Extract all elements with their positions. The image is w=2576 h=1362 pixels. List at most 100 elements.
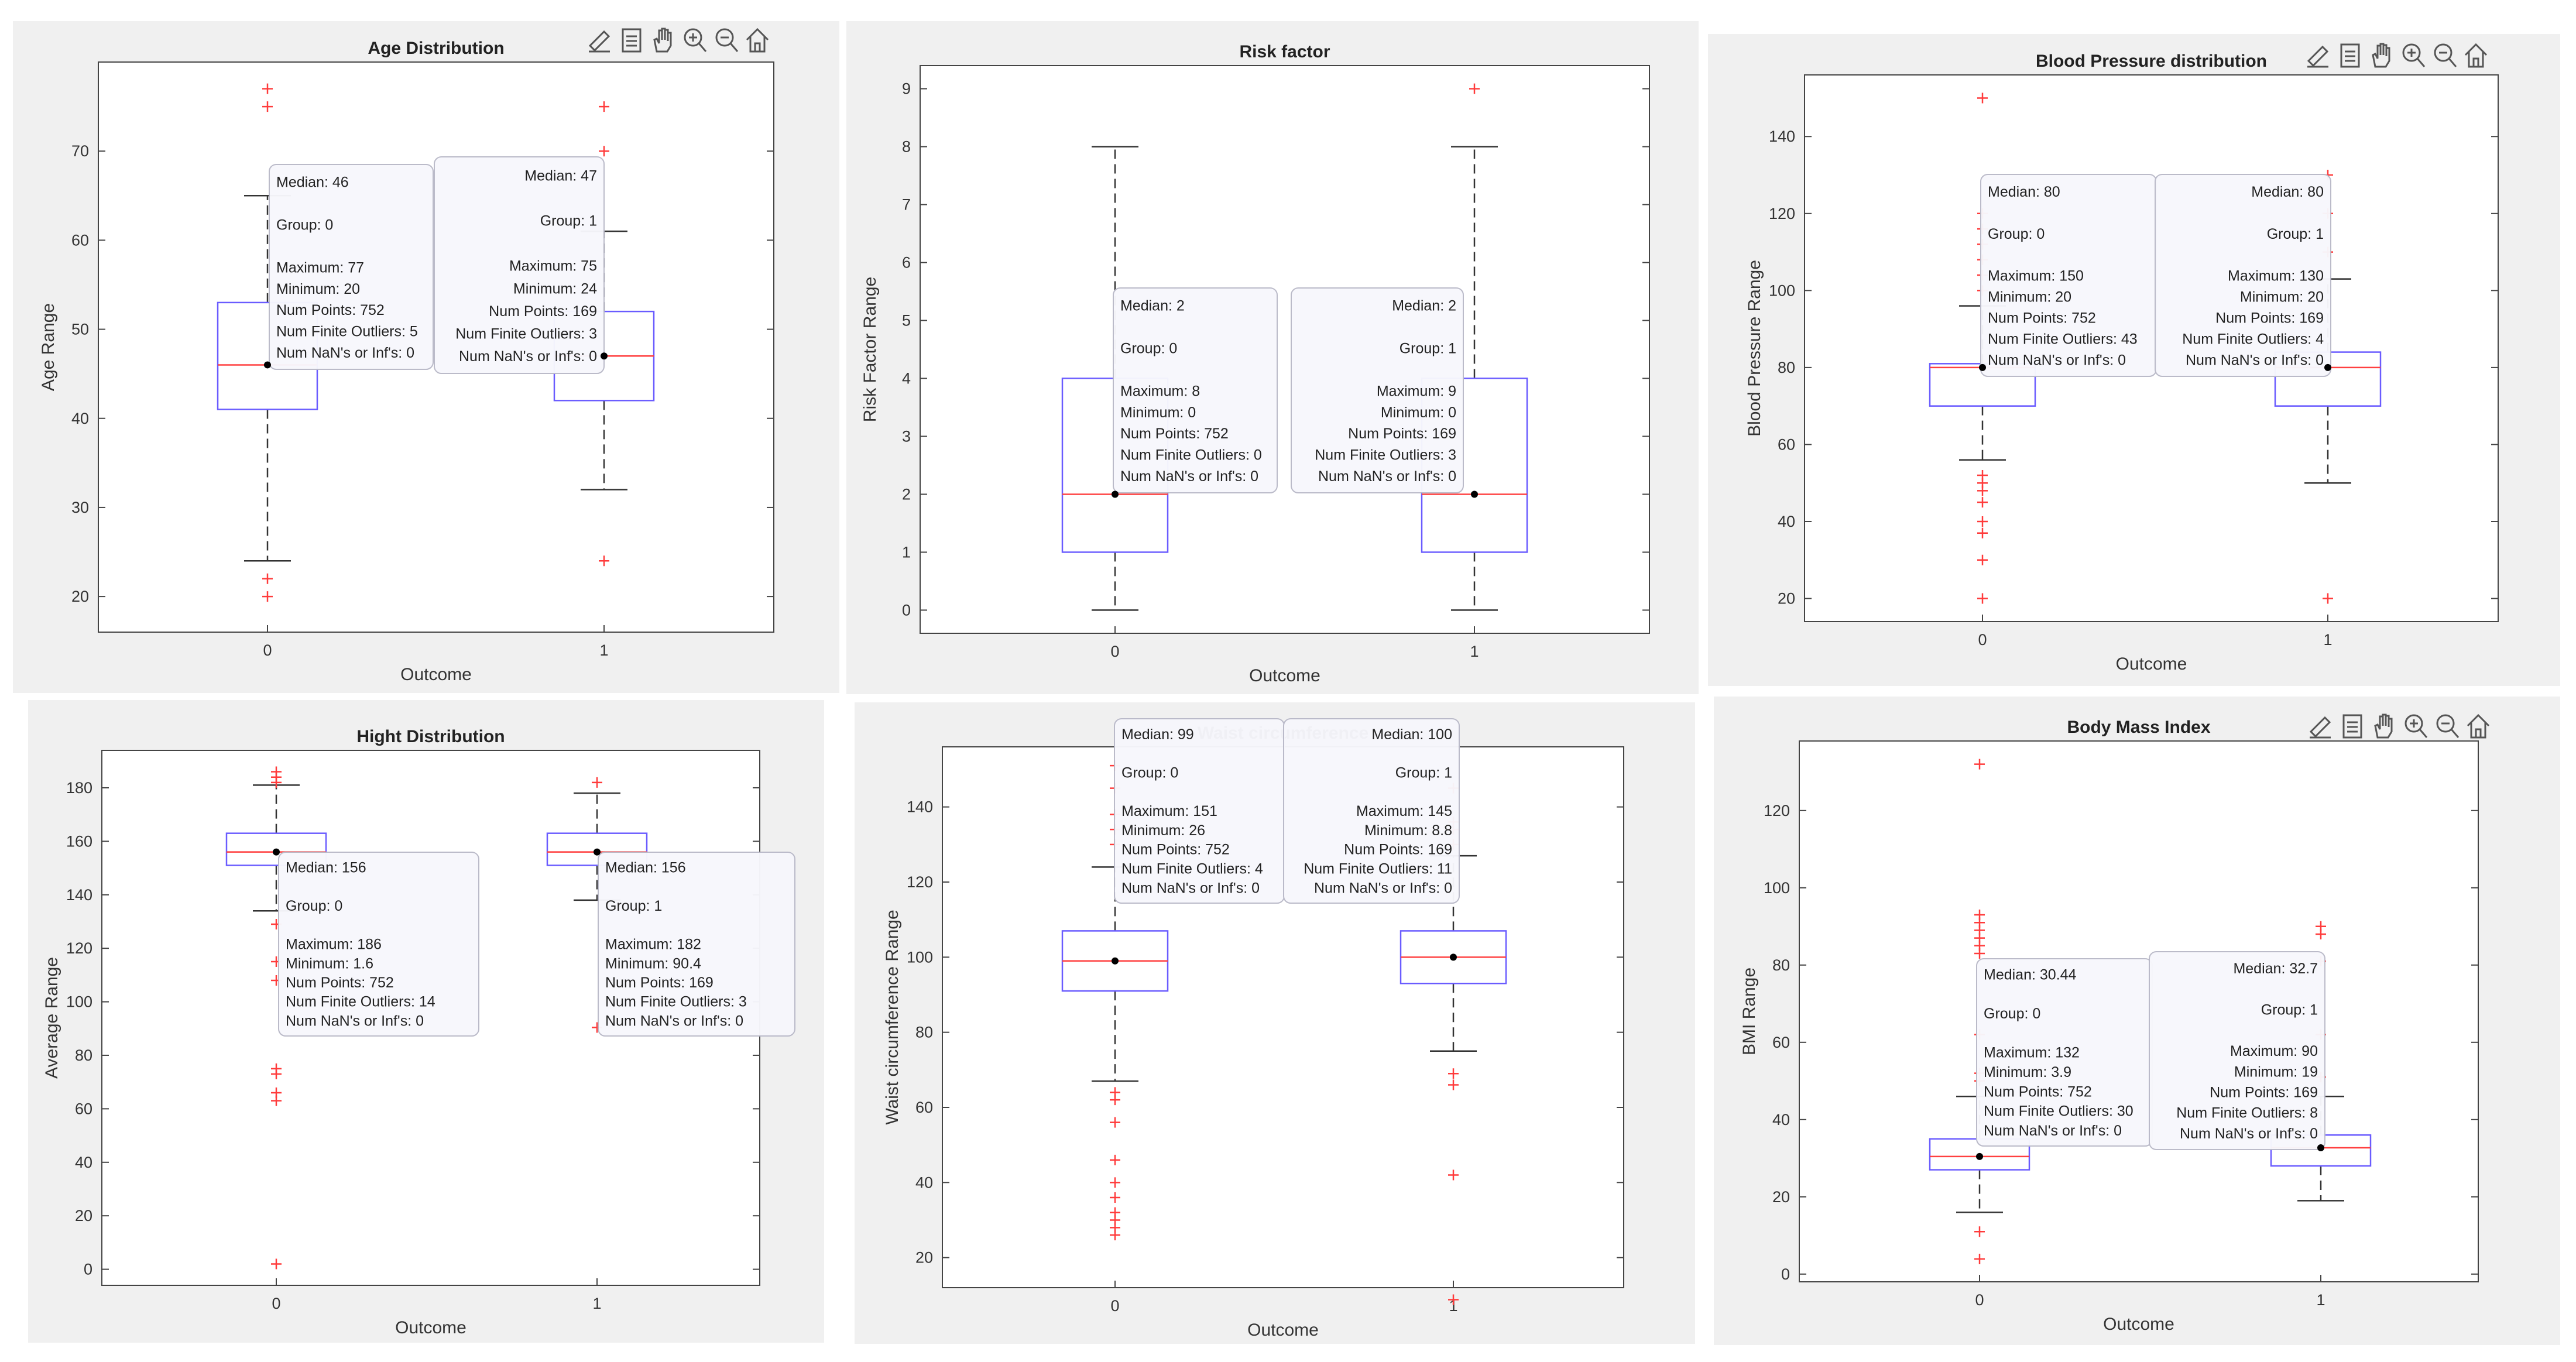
datatip-group-1[interactable]: Median: 80 Group: 1 Maximum: 130 Minimum: 2… (2155, 174, 2331, 377)
zoom-out-icon[interactable] (2434, 43, 2457, 67)
y-tick-label: 70 (71, 142, 89, 160)
datatip-group-0[interactable]: Median: 30.44 Group: 0 Maximum: 132 Minimum… (1976, 958, 2153, 1147)
pan-icon[interactable] (2372, 43, 2390, 68)
y-tick-label: 40 (1778, 513, 1795, 530)
y-tick-label: 120 (66, 939, 92, 957)
datatip-line: Median: 30.44 (1984, 966, 2077, 983)
datatip-line: Maximum: 151 (1121, 803, 1217, 819)
axes-toolbar (588, 28, 769, 53)
outlier-marker (1448, 1068, 1459, 1079)
outlier-marker (599, 555, 609, 567)
datatip-line: Num NaN's or Inf's: 0 (459, 348, 597, 365)
zoom-in-icon[interactable] (2402, 43, 2426, 67)
datatip-line: Minimum: 20 (2240, 289, 2324, 306)
y-axis-label: BMI Range (1740, 968, 1759, 1055)
legend-icon[interactable] (2342, 714, 2362, 739)
datatip-line: Num Finite Outliers: 43 (1988, 331, 2138, 348)
y-tick-label: 7 (902, 196, 911, 214)
datatip-line: Num Finite Outliers: 3 (605, 994, 747, 1010)
panel-age: Age Distribution 20 30 40 50 60 70 0 1 Outcome Age… (13, 21, 839, 693)
datatip-anchor-dot (601, 352, 608, 360)
datatip-line: Num Points: 752 (1988, 310, 2096, 327)
outlier-marker (1110, 1192, 1120, 1203)
datatip-line: Maximum: 9 (1377, 383, 1456, 399)
datatip-anchor-dot (264, 361, 271, 369)
hand-shape (2374, 713, 2393, 739)
datatip-group-0[interactable]: Median: 99 Group: 0 Maximum: 151 Minimum: 2… (1114, 718, 1285, 904)
datatip-group-0[interactable]: Median: 156 Group: 0 Maximum: 186 Minimum: … (278, 852, 479, 1037)
y-tick-label: 40 (915, 1174, 933, 1191)
lens-handle (2416, 58, 2426, 67)
datatip-line: Num Points: 752 (1120, 426, 1229, 442)
datatip-line: Median: 80 (2251, 184, 2324, 200)
datatip-line: Num NaN's or Inf's: 0 (286, 1013, 424, 1029)
datatip-group-0[interactable]: Median: 2 Group: 0 Maximum: 8 Minimum: 0 Num… (1113, 287, 1278, 493)
outlier-marker (1110, 1095, 1120, 1106)
legend-lines (626, 35, 637, 47)
y-tick-label: 1 (902, 543, 911, 561)
datatip-line: Num NaN's or Inf's: 0 (1120, 468, 1258, 485)
datatip-line: Group: 1 (2267, 226, 2324, 242)
zoom-in-icon[interactable] (684, 28, 707, 52)
datatip-line: Group: 1 (2261, 1002, 2318, 1018)
x-tick-label: 1 (592, 1295, 601, 1312)
zoom-in-icon[interactable] (2405, 714, 2428, 738)
datatip-line: Num Finite Outliers: 14 (286, 994, 435, 1010)
home-icon[interactable] (2464, 43, 2488, 68)
datatip-line: Group: 0 (1120, 340, 1177, 356)
datatip-anchor-dot (1976, 1152, 1983, 1160)
datatip-line: Median: 100 (1371, 726, 1452, 743)
y-tick-label: 120 (907, 873, 933, 891)
y-tick-label: 50 (71, 321, 89, 338)
datatip-group-0[interactable]: Median: 46 Group: 0 Maximum: 77 Minimum: 20… (269, 164, 434, 370)
legend-icon[interactable] (2340, 43, 2360, 68)
datatip-line: Num Finite Outliers: 8 (2176, 1105, 2318, 1121)
datatip-group-1[interactable]: Median: 2 Group: 1 Maximum: 9 Minimum: 0 Num… (1291, 287, 1464, 493)
y-tick-label: 40 (75, 1154, 92, 1171)
y-tick-label: 20 (915, 1249, 933, 1267)
pan-icon[interactable] (2374, 713, 2393, 739)
outlier-marker (1974, 759, 1985, 770)
datatip-line: Maximum: 8 (1120, 383, 1200, 399)
datatip-line: Maximum: 77 (276, 259, 364, 276)
datatip-anchor-dot (1450, 953, 1457, 961)
outlier-marker (1974, 1254, 1985, 1265)
datatip-line: Num NaN's or Inf's: 0 (1984, 1123, 2122, 1139)
datatip-line: Num Finite Outliers: 0 (1120, 447, 1262, 464)
datatip-line: Minimum: 8.8 (1364, 822, 1452, 839)
y-axis-label: Risk Factor Range (860, 277, 880, 422)
lens-shape (2405, 714, 2423, 733)
datatip-line: Maximum: 75 (509, 258, 597, 275)
brush-icon[interactable] (588, 30, 610, 53)
zoom-out-icon[interactable] (715, 28, 739, 52)
zoom-out-icon[interactable] (2436, 714, 2460, 738)
datatip-line: Median: 47 (524, 168, 597, 184)
home-icon[interactable] (2467, 713, 2490, 739)
outlier-marker (592, 777, 602, 788)
y-tick-label: 120 (1769, 205, 1795, 222)
pan-icon[interactable] (653, 28, 672, 53)
datatip-line: Maximum: 132 (1984, 1045, 2080, 1061)
axes-toolbar (2307, 43, 2488, 68)
datatip-line: Group: 1 (1395, 764, 1452, 781)
datatip-line: Num Finite Outliers: 30 (1984, 1103, 2133, 1120)
datatip-line: Num Finite Outliers: 3 (455, 325, 597, 342)
y-axis-label: Blood Pressure Range (1745, 260, 1764, 437)
datatip-group-1[interactable]: Median: 47 Group: 1 Maximum: 75 Minimum: 24… (434, 156, 605, 374)
datatip-group-1[interactable]: Median: 100 Group: 1 Maximum: 145 Minimum: … (1283, 718, 1460, 904)
datatip-group-0[interactable]: Median: 80 Group: 0 Maximum: 150 Minimum: 2… (1980, 174, 2157, 377)
brush-icon[interactable] (2309, 716, 2331, 739)
datatip-line: Num Finite Outliers: 4 (1121, 861, 1263, 877)
y-tick-label: 100 (1769, 282, 1795, 299)
outlier-marker (262, 591, 273, 602)
datatip-line: Minimum: 19 (2234, 1063, 2318, 1080)
datatip-line: Num NaN's or Inf's: 0 (2186, 352, 2324, 368)
datatip-line: Minimum: 26 (1121, 822, 1205, 839)
brush-icon[interactable] (2307, 45, 2329, 68)
datatip-group-1[interactable]: Median: 32.7 Group: 1 Maximum: 90 Minimum: … (2149, 951, 2325, 1150)
datatip-group-1[interactable]: Median: 156 Group: 1 Maximum: 182 Minimum: … (598, 852, 795, 1037)
datatip-line: Minimum: 3.9 (1984, 1064, 2071, 1080)
legend-icon[interactable] (622, 28, 642, 53)
datatip-line: Minimum: 20 (1988, 289, 2071, 306)
home-icon[interactable] (746, 28, 769, 53)
